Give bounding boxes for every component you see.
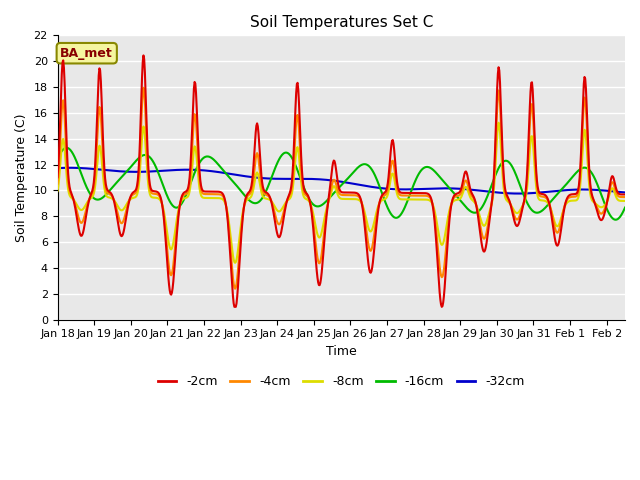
Legend: -2cm, -4cm, -8cm, -16cm, -32cm: -2cm, -4cm, -8cm, -16cm, -32cm	[153, 370, 530, 393]
Title: Soil Temperatures Set C: Soil Temperatures Set C	[250, 15, 433, 30]
Y-axis label: Soil Temperature (C): Soil Temperature (C)	[15, 113, 28, 242]
X-axis label: Time: Time	[326, 345, 356, 358]
Text: BA_met: BA_met	[60, 47, 113, 60]
